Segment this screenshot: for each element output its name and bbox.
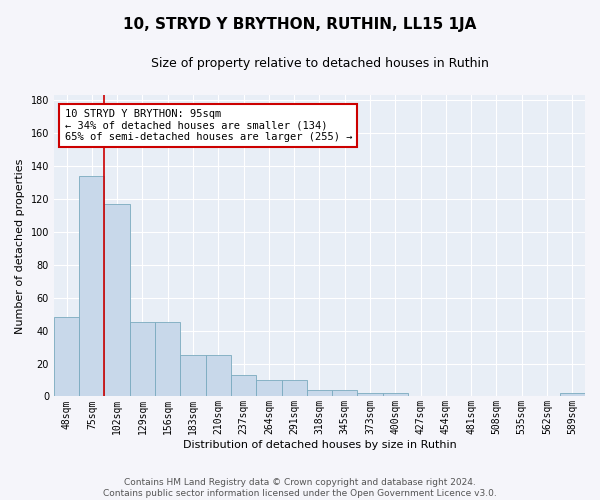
Bar [560, 393, 585, 396]
Bar [231, 375, 256, 396]
Bar [54, 318, 79, 396]
Text: Contains HM Land Registry data © Crown copyright and database right 2024.
Contai: Contains HM Land Registry data © Crown c… [103, 478, 497, 498]
Title: Size of property relative to detached houses in Ruthin: Size of property relative to detached ho… [151, 58, 488, 70]
Bar [383, 393, 408, 396]
Y-axis label: Number of detached properties: Number of detached properties [15, 158, 25, 334]
Bar [332, 390, 358, 396]
X-axis label: Distribution of detached houses by size in Ruthin: Distribution of detached houses by size … [182, 440, 457, 450]
Bar [256, 380, 281, 396]
Text: 10 STRYD Y BRYTHON: 95sqm
← 34% of detached houses are smaller (134)
65% of semi: 10 STRYD Y BRYTHON: 95sqm ← 34% of detac… [65, 109, 352, 142]
Bar [307, 390, 332, 396]
Bar [358, 393, 383, 396]
Bar [206, 356, 231, 397]
Bar [155, 322, 181, 396]
Bar [79, 176, 104, 396]
Bar [281, 380, 307, 396]
Bar [130, 322, 155, 396]
Bar [104, 204, 130, 396]
Bar [181, 356, 206, 397]
Text: 10, STRYD Y BRYTHON, RUTHIN, LL15 1JA: 10, STRYD Y BRYTHON, RUTHIN, LL15 1JA [124, 18, 476, 32]
